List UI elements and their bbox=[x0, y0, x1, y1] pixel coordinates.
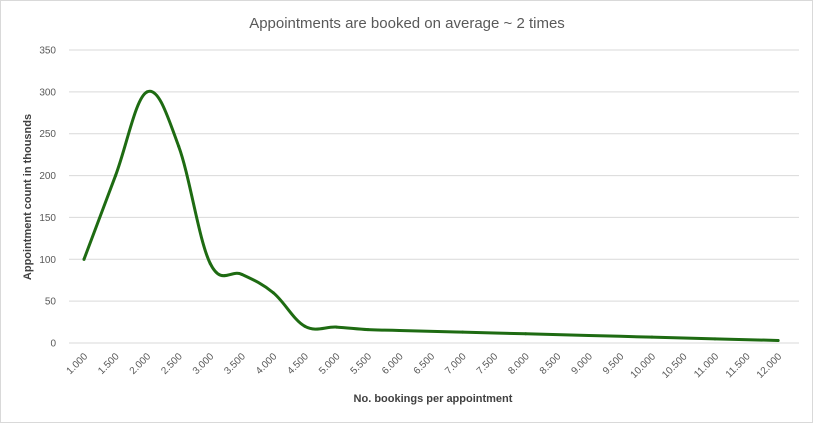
data-point bbox=[208, 261, 212, 265]
y-tick-label: 200 bbox=[39, 171, 56, 182]
data-point bbox=[271, 291, 275, 295]
data-point bbox=[303, 324, 307, 328]
y-tick-label: 350 bbox=[39, 46, 56, 57]
x-tick-label: 2.500 bbox=[159, 351, 185, 377]
x-axis-ticks: 1.000 1.500 2.000 2.500 3.000 3.500 4.000 4.500… bbox=[65, 351, 785, 381]
data-point bbox=[776, 338, 780, 342]
data-point bbox=[240, 272, 244, 276]
data-point bbox=[177, 144, 181, 148]
x-tick-label: 4.000 bbox=[254, 351, 280, 377]
x-tick-label: 3.000 bbox=[191, 351, 217, 377]
data-point bbox=[82, 257, 86, 261]
data-point bbox=[145, 90, 149, 94]
data-point bbox=[398, 328, 401, 332]
series-line bbox=[82, 89, 780, 342]
y-tick-label: 100 bbox=[39, 255, 56, 266]
data-point bbox=[114, 174, 118, 178]
data-point bbox=[366, 328, 370, 332]
x-tick-label: 8.500 bbox=[538, 351, 564, 377]
data-point bbox=[587, 333, 591, 337]
x-tick-label: 4.500 bbox=[285, 351, 311, 377]
y-axis-title: Appointment count in thousnds bbox=[22, 114, 34, 280]
data-point bbox=[334, 325, 338, 329]
x-tick-label: 3.500 bbox=[222, 351, 248, 377]
x-tick-label: 8.000 bbox=[506, 351, 532, 377]
y-axis-ticks: 0 50 100 150 200 250 300 350 bbox=[39, 46, 56, 350]
data-point bbox=[713, 337, 717, 341]
y-tick-label: 300 bbox=[39, 87, 56, 98]
x-tick-label: 12.000 bbox=[755, 351, 785, 381]
y-tick-label: 50 bbox=[45, 297, 57, 308]
x-tick-label: 1.500 bbox=[96, 351, 122, 377]
x-tick-label: 9.000 bbox=[569, 351, 595, 377]
x-axis-title: No. bookings per appointment bbox=[354, 393, 513, 405]
chart-title: Appointments are booked on average ~ 2 t… bbox=[249, 15, 565, 32]
data-point bbox=[650, 335, 654, 339]
y-tick-label: 0 bbox=[50, 339, 56, 350]
x-tick-label: 5.000 bbox=[317, 351, 343, 377]
x-tick-label: 2.000 bbox=[128, 351, 154, 377]
x-tick-label: 6.500 bbox=[412, 351, 438, 377]
x-tick-label: 5.500 bbox=[349, 351, 375, 377]
y-tick-label: 150 bbox=[39, 213, 56, 224]
x-tick-label: 7.000 bbox=[443, 351, 469, 377]
x-tick-label: 6.000 bbox=[380, 351, 406, 377]
gridlines bbox=[69, 49, 799, 344]
y-tick-label: 250 bbox=[39, 129, 56, 140]
x-tick-label: 1.000 bbox=[65, 351, 91, 377]
x-tick-label: 7.500 bbox=[475, 351, 501, 377]
series-layer bbox=[82, 89, 780, 342]
data-point bbox=[461, 330, 465, 334]
x-tick-label: 11.500 bbox=[724, 351, 753, 380]
data-point bbox=[524, 332, 528, 336]
x-tick-label: 10.000 bbox=[629, 351, 659, 381]
x-tick-label: 11.000 bbox=[692, 351, 721, 380]
x-tick-label: 9.500 bbox=[601, 351, 627, 377]
x-tick-label: 10.500 bbox=[660, 351, 690, 381]
